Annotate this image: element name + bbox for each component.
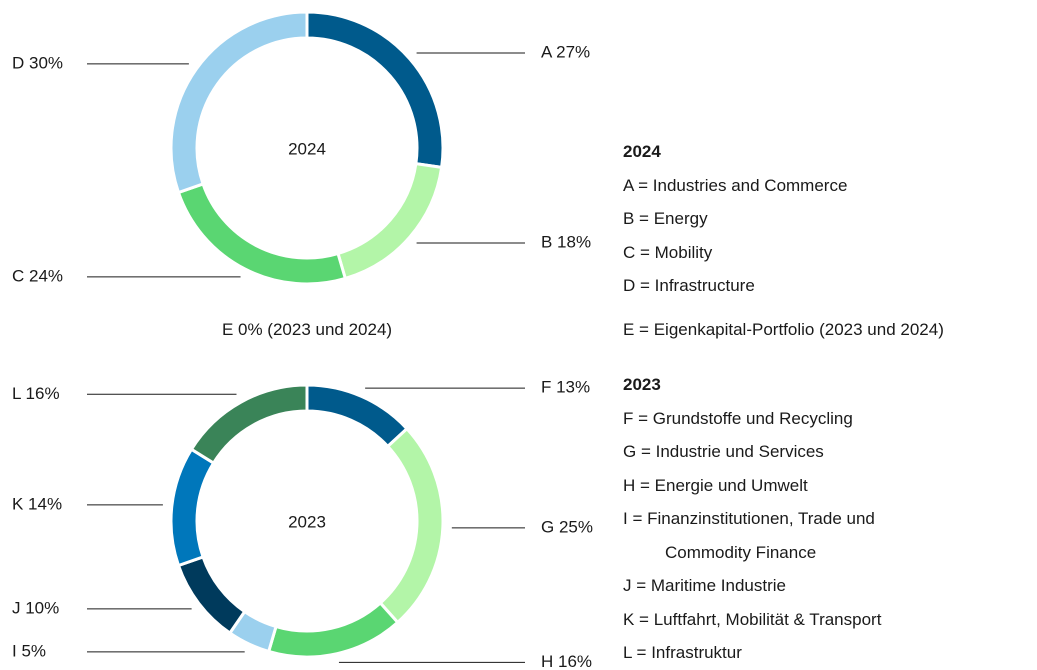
legend-entry: B = Energy [623, 209, 708, 228]
legend: 2023 F = Grundstoffe und Recycling G = Ind… [623, 368, 881, 670]
donut-slice [176, 555, 247, 636]
data-label: H 16% [541, 652, 592, 669]
donut-slice [176, 182, 348, 286]
donut-slice [266, 600, 400, 659]
donut-slice [169, 10, 309, 195]
data-label: C 24% [12, 266, 63, 285]
legend-entry: D = Infrastructure [623, 276, 755, 295]
donut-slice [378, 426, 445, 625]
donut-slice [336, 161, 444, 281]
legend: 2024 A = Industries and Commerce B = Energ… [623, 135, 847, 303]
legend-entry: H = Energie und Umwelt [623, 475, 808, 495]
center-label: 2024 [288, 139, 326, 158]
data-label: K 14% [12, 494, 62, 513]
data-label: J 10% [12, 598, 59, 617]
donut-slice [189, 383, 309, 466]
shared-label: E 0% (2023 und 2024) [221, 320, 393, 339]
legend-entry: F = Grundstoffe und Recycling [623, 408, 853, 428]
legend-title: 2024 [623, 142, 661, 161]
data-label: B 18% [541, 232, 591, 251]
legend-entry: L = Infrastruktur [623, 643, 742, 662]
legend-entry: I = Finanzinstitutionen, Trade und Commo… [623, 509, 875, 562]
donut-slice [305, 383, 410, 449]
center-label: 2023 [288, 512, 326, 531]
data-label: I 5% [12, 641, 46, 660]
data-label: D 30% [12, 53, 63, 72]
legend-entry: C = Mobility [623, 242, 713, 262]
data-label: A 27% [541, 43, 590, 62]
data-label: G 25% [541, 517, 593, 536]
data-label: F 13% [541, 378, 590, 397]
shared-legend: E = Eigenkapital-Portfolio (2023 und 202… [623, 320, 944, 339]
data-label: L 16% [12, 384, 60, 403]
donut-slice [169, 447, 216, 568]
legend-entry: J = Maritime Industrie [623, 576, 786, 595]
donut-slice [305, 10, 445, 170]
legend-entry: A = Industries and Commerce [623, 175, 848, 195]
legend-title: 2023 [623, 375, 661, 394]
legend-entry: K = Luftfahrt, Mobilität & Transport [623, 609, 882, 629]
legend-entry: G = Industrie und Services [623, 442, 824, 461]
